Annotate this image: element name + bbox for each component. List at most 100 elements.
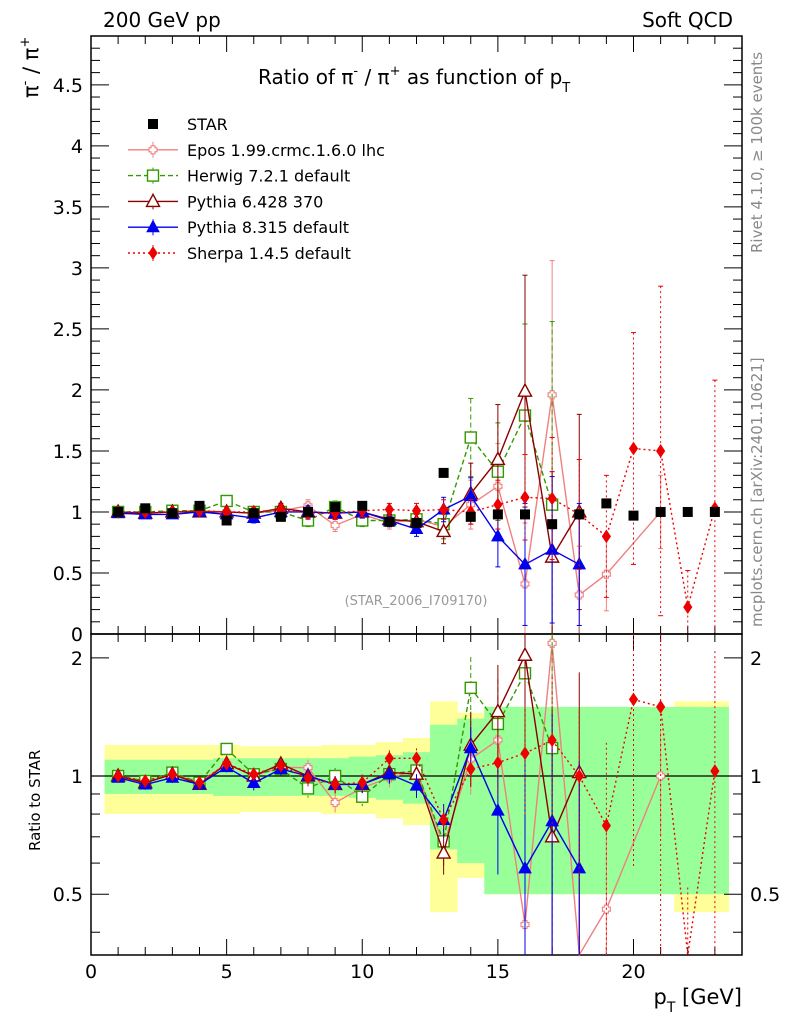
x-tick-label: 20 <box>621 961 645 983</box>
series-3-ratio-point <box>491 803 505 816</box>
legend-item: Epos 1.99.crmc.1.6.0 lhc <box>128 141 385 160</box>
star-point <box>248 508 259 519</box>
series-4-ratio-point <box>628 692 639 707</box>
legend-label: STAR <box>187 115 228 134</box>
legend-marker <box>145 192 161 208</box>
main-panel: 0 0.5 1 1.5 2 2.5 3 3.5 4 4.5 Ratio of π- / π+ as… <box>18 35 743 646</box>
star-point <box>330 502 341 513</box>
ratio-panel: 0.5 0.5 1 1 2 2 Ratio to STAR <box>26 633 780 958</box>
series-1-point <box>464 431 477 444</box>
rivet-label: Rivet 4.1.0, ≥ 100k events <box>748 52 766 253</box>
series-2-point <box>490 451 506 466</box>
legend-label: Pythia 6.428 370 <box>187 192 323 211</box>
star-point <box>221 515 232 526</box>
series-4-point <box>683 600 693 615</box>
series-3-ratio-point <box>409 778 424 791</box>
x-tick-label: 10 <box>350 961 374 983</box>
series-1-ratio-point <box>220 742 233 756</box>
y-tick-label: 3.5 <box>53 197 83 219</box>
ratio-band-green <box>701 706 729 895</box>
legend-label: Pythia 8.315 default <box>187 218 349 237</box>
series-4-ratio-point <box>574 769 584 783</box>
y-tick-label: 3 <box>71 258 83 280</box>
series-4-ratio-point <box>439 813 449 827</box>
series-4-ratio-point <box>303 770 313 785</box>
star-point <box>709 506 720 517</box>
series-4-ratio-point <box>194 775 205 790</box>
series-3-ratio-point <box>246 775 261 789</box>
legend-item: Herwig 7.2.1 default <box>128 167 350 186</box>
series-3-ratio-point <box>463 740 478 754</box>
y-tick-label: 0.5 <box>53 563 83 585</box>
legend-marker <box>146 169 160 182</box>
series-4-ratio-point <box>493 755 503 770</box>
series-4-ratio-point <box>520 746 530 761</box>
series-3-ratio-point <box>382 766 397 780</box>
ratio-y-tick-label-right: 1 <box>750 766 762 788</box>
star-point <box>194 500 205 511</box>
series-2-ratio-point <box>490 703 506 718</box>
main-star-layer <box>113 467 720 530</box>
series-1-ratio-point <box>464 681 477 695</box>
series-4-point <box>601 529 611 544</box>
x-tick-labels: 0 5 10 15 20 <box>85 961 646 983</box>
star-point <box>574 509 585 520</box>
series-3-point <box>491 528 505 542</box>
star-point <box>140 503 151 514</box>
series-4-ratio-point <box>167 767 177 782</box>
y-axis-label: π- / π+ <box>18 37 43 98</box>
series-3-ratio-line <box>117 746 580 870</box>
series-4-ratio-point <box>411 751 422 766</box>
legend-item: Sherpa 1.4.5 default <box>128 244 351 263</box>
star-point <box>411 517 422 528</box>
series-4-ratio-point <box>547 733 557 748</box>
series-3-point <box>518 556 532 570</box>
main-y-tick-labels: 0 0.5 1 1.5 2 2.5 3 3.5 4 4.5 <box>53 75 83 646</box>
legend-marker <box>148 119 158 129</box>
series-3-ratio-point <box>518 860 532 874</box>
y-tick-label: 4.5 <box>53 75 83 97</box>
star-point <box>303 506 313 517</box>
series-4-point <box>439 502 449 517</box>
ratio-y-tick-label: 1 <box>71 766 83 788</box>
series-4-point <box>493 497 503 512</box>
series-4-ratio-point <box>384 751 394 766</box>
series-4-ratio-point <box>466 762 476 776</box>
series-0-point <box>601 569 611 579</box>
main-series-layer <box>110 260 720 635</box>
header-right-label: Soft QCD <box>642 8 733 32</box>
legend-label: Herwig 7.2.1 default <box>187 167 350 186</box>
y-tick-label: 1.5 <box>53 441 83 463</box>
star-point <box>438 467 449 478</box>
series-4-point <box>656 444 666 458</box>
series-2-ratio-point <box>517 646 533 661</box>
legend-item: Pythia 8.315 default <box>128 218 349 237</box>
series-2-ratio-point <box>435 844 452 859</box>
x-axis-label: pT [GeV] <box>653 985 742 1016</box>
legend-marker <box>146 219 160 233</box>
x-tick-label: 15 <box>486 961 510 983</box>
series-0-point <box>330 520 340 530</box>
chart-title: Ratio of π- / π+ as function of pT <box>258 64 570 96</box>
legend-marker <box>148 145 158 155</box>
legend-marker <box>148 246 158 260</box>
y-tick-label: 2.5 <box>53 319 83 341</box>
series-4-ratio-point <box>656 699 666 714</box>
ratio-y-tick-label-right: 0.5 <box>750 884 780 906</box>
star-point <box>492 509 503 520</box>
ratio-y-tick-label: 0.5 <box>53 884 83 906</box>
series-4-ratio-point <box>710 764 720 778</box>
star-point <box>465 511 476 522</box>
y-tick-label: 4 <box>71 136 83 158</box>
header-left-label: 200 GeV pp <box>103 8 221 32</box>
series-2-point <box>517 382 533 397</box>
legend-label: Sherpa 1.4.5 default <box>187 244 351 263</box>
analysis-id-label: (STAR_2006_I709170) <box>345 594 488 609</box>
ratio-y-tick-label-right: 2 <box>750 648 762 670</box>
star-point <box>113 506 124 517</box>
y-tick-label: 1 <box>71 502 83 524</box>
series-4-ratio-point <box>140 774 150 788</box>
series-4-ratio-point <box>249 767 259 782</box>
x-tick-label: 0 <box>85 961 97 983</box>
legend: STAR Epos 1.99.crmc.1.6.0 lhc Herwig 7.2.1… <box>128 115 385 263</box>
